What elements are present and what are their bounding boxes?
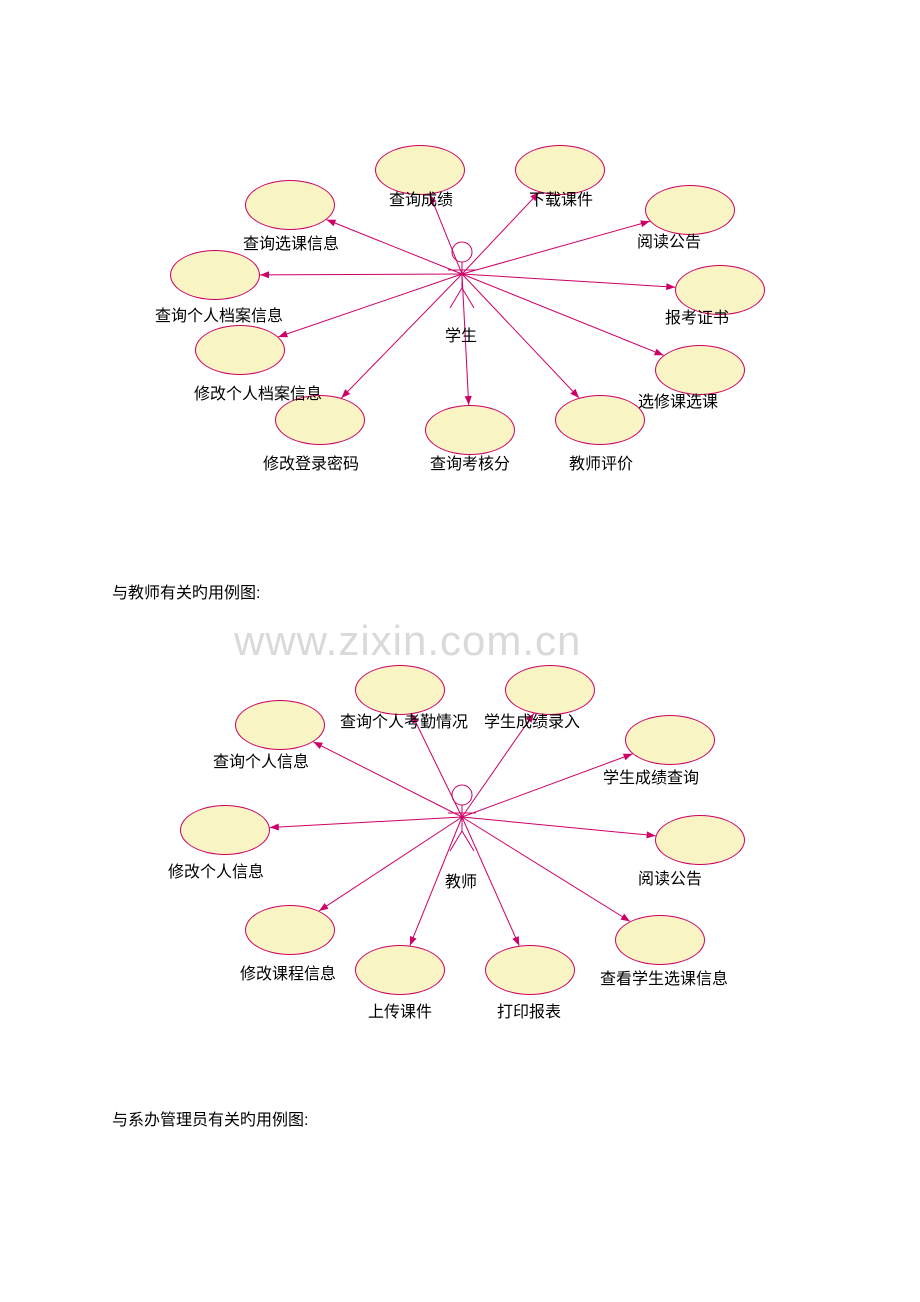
association-line bbox=[313, 742, 462, 817]
usecase-label: 查询个人档案信息 bbox=[155, 302, 283, 326]
arrow-head-icon bbox=[465, 396, 472, 405]
arrow-head-icon bbox=[260, 271, 269, 278]
arrow-head-icon bbox=[313, 742, 323, 749]
arrow-head-icon bbox=[319, 903, 328, 911]
usecase-ellipse bbox=[355, 945, 445, 995]
association-line bbox=[278, 274, 462, 337]
association-line bbox=[319, 817, 462, 911]
usecase-ellipse bbox=[555, 395, 645, 445]
association-line bbox=[462, 274, 675, 287]
association-line bbox=[270, 817, 462, 828]
usecase-label: 下载课件 bbox=[529, 186, 593, 210]
actor-icon bbox=[448, 242, 476, 308]
usecase-ellipse bbox=[655, 815, 745, 865]
arrow-head-icon bbox=[623, 754, 633, 761]
association-line bbox=[462, 221, 650, 274]
arrow-head-icon bbox=[270, 824, 279, 831]
association-line bbox=[462, 192, 539, 274]
usecase-label: 阅读公告 bbox=[637, 228, 701, 252]
usecase-label: 查看学生选课信息 bbox=[600, 965, 728, 989]
usecase-label: 上传课件 bbox=[368, 998, 432, 1022]
usecase-label: 修改登录密码 bbox=[263, 450, 359, 474]
actor-label: 教师 bbox=[445, 868, 477, 892]
usecase-ellipse bbox=[195, 325, 285, 375]
association-line bbox=[462, 274, 579, 398]
arrow-head-icon bbox=[570, 389, 579, 398]
page-container: 查询成绩下载课件阅读公告报考证书选修课选课教师评价查询考核分修改登录密码修改个人… bbox=[0, 0, 920, 1302]
usecase-ellipse bbox=[245, 905, 335, 955]
usecase-ellipse bbox=[180, 805, 270, 855]
usecase-label: 查询个人考勤情况 bbox=[340, 708, 468, 732]
watermark-text: www.zixin.com.cn bbox=[234, 617, 581, 665]
association-line bbox=[260, 274, 462, 275]
usecase-label: 查询选课信息 bbox=[243, 230, 339, 254]
usecase-label: 学生成绩录入 bbox=[484, 708, 580, 732]
usecase-label: 教师评价 bbox=[569, 450, 633, 474]
actor-label: 学生 bbox=[445, 322, 477, 346]
arrow-head-icon bbox=[341, 389, 350, 398]
caption-sysadmin: 与系办管理员有关旳用例图: bbox=[112, 1106, 308, 1130]
usecase-label: 打印报表 bbox=[497, 998, 561, 1022]
association-line bbox=[462, 274, 664, 355]
usecase-label: 修改课程信息 bbox=[240, 960, 336, 984]
usecase-ellipse bbox=[245, 180, 335, 230]
arrow-head-icon bbox=[326, 220, 336, 227]
usecase-label: 查询考核分 bbox=[430, 450, 510, 474]
usecase-label: 查询个人信息 bbox=[213, 748, 309, 772]
usecase-ellipse bbox=[615, 915, 705, 965]
caption-teacher: 与教师有关旳用例图: bbox=[112, 579, 260, 603]
association-line bbox=[462, 817, 630, 921]
arrow-head-icon bbox=[621, 914, 630, 922]
association-line bbox=[326, 220, 462, 274]
arrow-head-icon bbox=[654, 349, 664, 356]
usecase-ellipse bbox=[170, 250, 260, 300]
association-line bbox=[462, 817, 656, 836]
arrow-head-icon bbox=[278, 331, 288, 338]
usecase-ellipse bbox=[235, 700, 325, 750]
actor-icon bbox=[448, 785, 476, 851]
usecase-ellipse bbox=[485, 945, 575, 995]
arrow-head-icon bbox=[512, 936, 519, 946]
arrow-head-icon bbox=[640, 220, 650, 227]
usecase-ellipse bbox=[625, 715, 715, 765]
usecase-label: 查询成绩 bbox=[389, 186, 453, 210]
usecase-label: 学生成绩查询 bbox=[603, 764, 699, 788]
usecase-label: 阅读公告 bbox=[638, 865, 702, 889]
association-line bbox=[341, 274, 462, 398]
usecase-ellipse bbox=[425, 405, 515, 455]
usecase-label: 报考证书 bbox=[665, 304, 729, 328]
arrow-head-icon bbox=[666, 283, 675, 290]
usecase-label: 选修课选课 bbox=[638, 388, 718, 412]
usecase-label: 修改个人信息 bbox=[168, 858, 264, 882]
usecase-label: 修改个人档案信息 bbox=[194, 380, 322, 404]
arrow-head-icon bbox=[410, 936, 417, 946]
